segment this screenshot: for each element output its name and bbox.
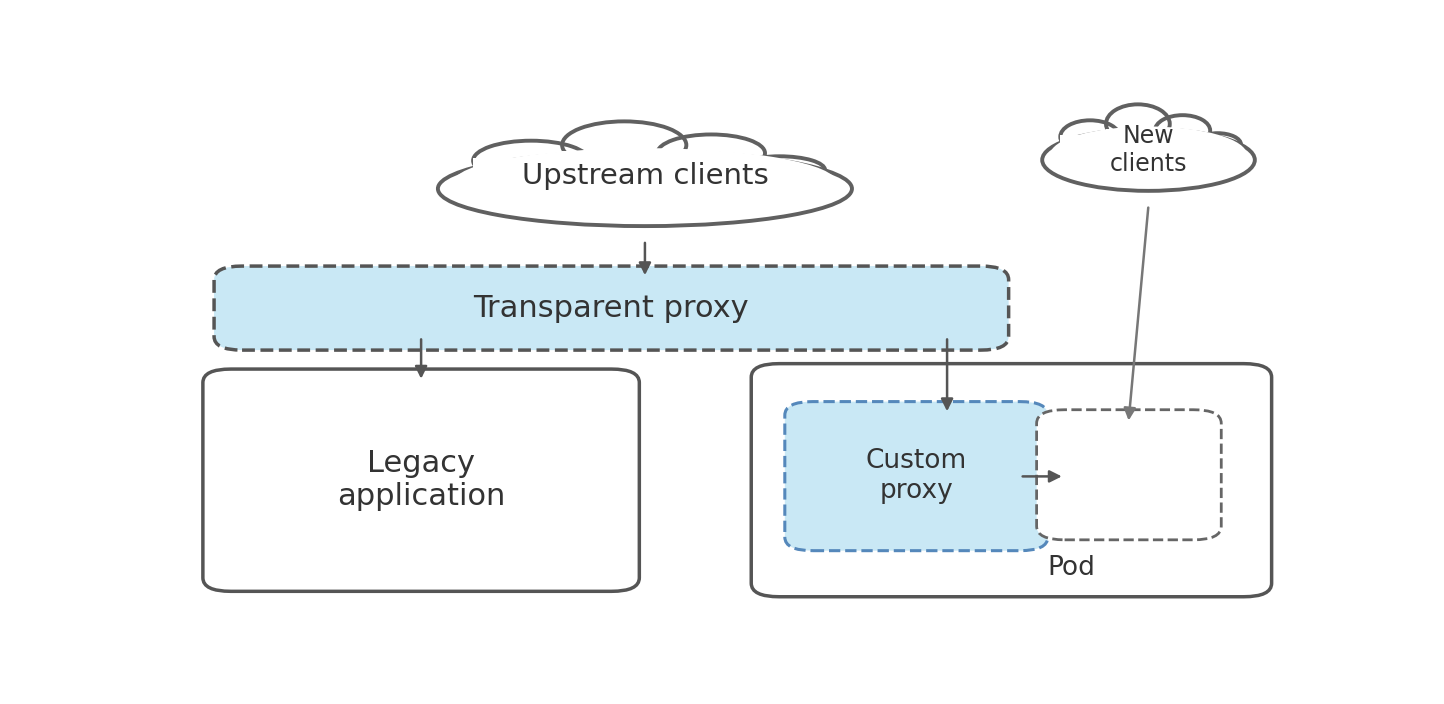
- Text: Custom
proxy: Custom proxy: [866, 448, 967, 504]
- FancyBboxPatch shape: [202, 369, 640, 591]
- FancyBboxPatch shape: [214, 266, 1009, 350]
- Ellipse shape: [1043, 129, 1255, 191]
- Ellipse shape: [474, 141, 589, 181]
- FancyBboxPatch shape: [1155, 137, 1210, 168]
- Ellipse shape: [1106, 104, 1170, 144]
- Ellipse shape: [1155, 115, 1210, 146]
- FancyBboxPatch shape: [1106, 129, 1170, 168]
- FancyBboxPatch shape: [1037, 410, 1222, 540]
- FancyBboxPatch shape: [751, 364, 1272, 597]
- Text: Upstream clients: Upstream clients: [521, 162, 768, 190]
- Ellipse shape: [657, 134, 765, 172]
- FancyBboxPatch shape: [734, 170, 825, 198]
- FancyBboxPatch shape: [562, 151, 686, 198]
- Ellipse shape: [562, 121, 686, 169]
- FancyBboxPatch shape: [474, 158, 589, 198]
- FancyBboxPatch shape: [1060, 134, 1119, 168]
- Ellipse shape: [734, 156, 825, 184]
- Ellipse shape: [438, 151, 852, 226]
- Text: Pod: Pod: [1048, 555, 1096, 581]
- Text: New
clients: New clients: [1110, 124, 1187, 175]
- Ellipse shape: [1050, 127, 1246, 183]
- Ellipse shape: [1060, 120, 1119, 153]
- FancyBboxPatch shape: [786, 401, 1048, 551]
- Text: Legacy
application: Legacy application: [336, 449, 505, 512]
- FancyBboxPatch shape: [1194, 145, 1240, 168]
- Ellipse shape: [453, 148, 836, 217]
- Text: Transparent proxy: Transparent proxy: [474, 294, 749, 322]
- Ellipse shape: [1194, 133, 1240, 156]
- FancyBboxPatch shape: [657, 161, 765, 198]
